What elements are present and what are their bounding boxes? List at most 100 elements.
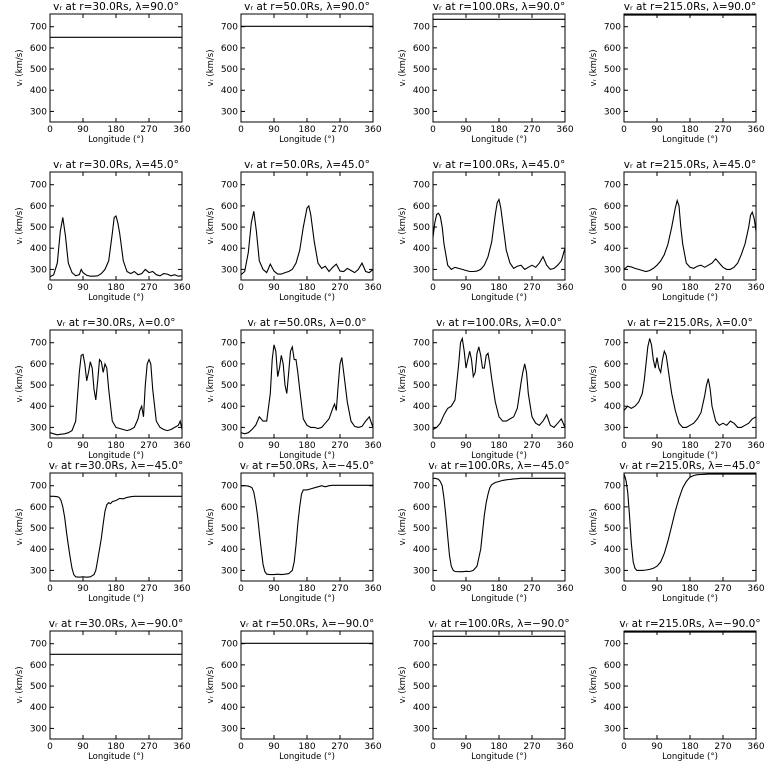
x-tick-label: 270: [523, 584, 540, 594]
y-axis-label: vᵣ (km/s): [15, 666, 25, 703]
panel-title: vᵣ at r=215.0Rs, λ=45.0°: [624, 159, 756, 171]
x-tick-label: 90: [77, 584, 89, 594]
plot-frame: [240, 329, 374, 439]
y-tick-label: 600: [413, 503, 430, 513]
panel-title: vᵣ at r=30.0Rs, λ=0.0°: [56, 317, 175, 329]
x-tick-label: 90: [268, 584, 280, 594]
y-tick-label: 400: [221, 244, 238, 254]
y-tick-label: 300: [30, 423, 47, 433]
y-tick-label: 600: [221, 503, 238, 513]
x-tick-label: 90: [268, 742, 280, 752]
y-tick-label: 600: [221, 661, 238, 671]
y-tick-label: 500: [30, 524, 47, 534]
x-tick-label: 0: [238, 283, 244, 293]
panel-title: vᵣ at r=100.0Rs, λ=0.0°: [436, 317, 562, 329]
y-tick-label: 300: [221, 107, 238, 117]
x-tick-label: 90: [460, 742, 472, 752]
y-tick-label: 700: [30, 640, 47, 650]
x-tick-label: 90: [460, 584, 472, 594]
y-tick-label: 400: [30, 244, 47, 254]
y-tick-label: 300: [413, 724, 430, 734]
x-tick-label: 0: [47, 441, 53, 451]
y-tick-label: 300: [604, 566, 621, 576]
x-tick-label: 90: [268, 283, 280, 293]
y-tick-label: 600: [604, 360, 621, 370]
plot-frame: [240, 630, 374, 740]
y-tick-label: 300: [604, 265, 621, 275]
chart-panel: vᵣ at r=50.0Rs, λ=0.0° 0 90 180 270 360 300 400…: [206, 317, 382, 461]
y-axis-label: vᵣ (km/s): [206, 49, 216, 86]
x-tick-label: 0: [238, 584, 244, 594]
x-tick-label: 360: [173, 742, 190, 752]
x-tick-label: 180: [107, 125, 124, 135]
x-tick-label: 0: [621, 125, 627, 135]
x-axis-label: Longitude (°): [88, 594, 144, 604]
x-axis-label: Longitude (°): [88, 293, 144, 303]
y-axis-label: vᵣ (km/s): [589, 666, 599, 703]
x-axis-label: Longitude (°): [471, 293, 527, 303]
y-tick-label: 400: [221, 402, 238, 412]
y-tick-label: 500: [413, 381, 430, 391]
y-tick-label: 400: [30, 545, 47, 555]
y-tick-label: 700: [604, 482, 621, 492]
x-tick-label: 180: [107, 584, 124, 594]
panel-title: vᵣ at r=215.0Rs, λ=0.0°: [627, 317, 753, 329]
y-tick-label: 300: [221, 423, 238, 433]
x-tick-label: 90: [651, 283, 663, 293]
y-axis-label: vᵣ (km/s): [15, 49, 25, 86]
x-tick-label: 270: [140, 283, 157, 293]
x-tick-label: 90: [460, 283, 472, 293]
y-tick-label: 300: [604, 107, 621, 117]
chart-panel: vᵣ at r=100.0Rs, λ=0.0° 0 90 180 270 360 300 40…: [398, 317, 574, 461]
x-tick-label: 360: [556, 441, 573, 451]
x-tick-label: 270: [714, 584, 731, 594]
y-tick-label: 600: [30, 661, 47, 671]
x-axis-label: Longitude (°): [662, 451, 718, 461]
panel-title: vᵣ at r=30.0Rs, λ=−90.0°: [49, 618, 184, 630]
y-tick-label: 300: [604, 423, 621, 433]
x-tick-label: 180: [107, 742, 124, 752]
series-line: [49, 353, 183, 436]
y-tick-label: 300: [221, 265, 238, 275]
x-tick-label: 0: [621, 742, 627, 752]
y-tick-label: 400: [604, 86, 621, 96]
plot-frame: [623, 630, 757, 740]
y-tick-label: 400: [604, 402, 621, 412]
y-tick-label: 300: [413, 107, 430, 117]
y-axis-label: vᵣ (km/s): [398, 207, 408, 244]
panel-title: vᵣ at r=215.0Rs, λ=90.0°: [624, 1, 756, 13]
y-tick-label: 700: [413, 640, 430, 650]
chart-panel: vᵣ at r=30.0Rs, λ=45.0° 0 90 180 270 360 300 40…: [15, 159, 191, 303]
x-axis-label: Longitude (°): [88, 451, 144, 461]
x-tick-label: 360: [747, 125, 764, 135]
x-tick-label: 270: [523, 742, 540, 752]
y-tick-label: 700: [30, 23, 47, 33]
y-tick-label: 600: [30, 202, 47, 212]
y-tick-label: 400: [413, 244, 430, 254]
x-axis-label: Longitude (°): [279, 752, 335, 762]
panel-title: vᵣ at r=100.0Rs, λ=45.0°: [433, 159, 565, 171]
plot-frame: [432, 329, 566, 439]
chart-panel: vᵣ at r=50.0Rs, λ=−45.0° 0 90 180 270 360 300 4…: [206, 460, 382, 604]
x-tick-label: 360: [364, 742, 381, 752]
x-tick-label: 180: [298, 283, 315, 293]
y-tick-label: 700: [604, 640, 621, 650]
y-tick-label: 500: [413, 682, 430, 692]
x-tick-label: 0: [47, 742, 53, 752]
x-axis-label: Longitude (°): [662, 135, 718, 145]
y-tick-label: 400: [413, 703, 430, 713]
plot-frame: [432, 171, 566, 281]
x-tick-label: 0: [47, 584, 53, 594]
x-axis-label: Longitude (°): [279, 293, 335, 303]
x-tick-label: 360: [747, 283, 764, 293]
panel-title: vᵣ at r=30.0Rs, λ=45.0°: [53, 159, 179, 171]
chart-panel: vᵣ at r=30.0Rs, λ=−45.0° 0 90 180 270 360 300 4…: [15, 460, 191, 604]
y-tick-label: 300: [221, 724, 238, 734]
y-tick-label: 700: [413, 181, 430, 191]
x-tick-label: 270: [523, 283, 540, 293]
y-axis-label: vᵣ (km/s): [398, 508, 408, 545]
y-tick-label: 600: [221, 202, 238, 212]
y-axis-label: vᵣ (km/s): [398, 365, 408, 402]
x-tick-label: 90: [651, 584, 663, 594]
x-tick-label: 0: [430, 584, 436, 594]
